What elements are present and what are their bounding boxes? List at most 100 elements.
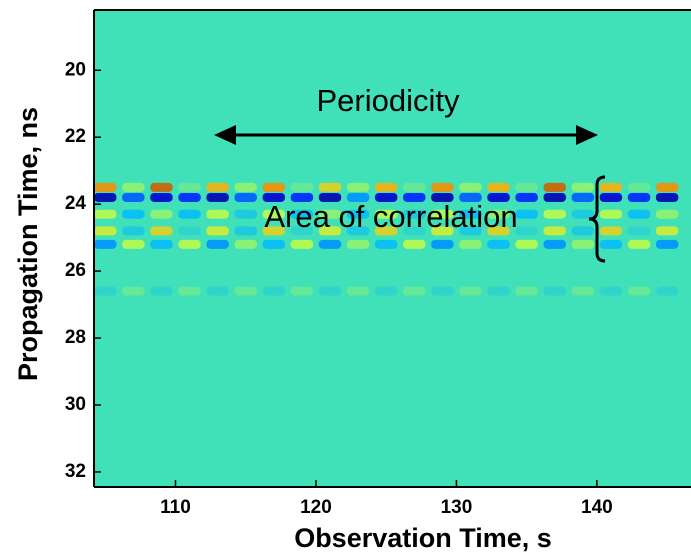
heatmap-cell [262, 209, 286, 219]
heatmap-cell [290, 192, 314, 202]
heatmap-cell [627, 192, 651, 202]
heatmap-cell [94, 192, 117, 202]
heatmap-cell [234, 286, 257, 296]
heatmap [94, 10, 691, 487]
heatmap-cell [150, 209, 173, 219]
heatmap-cell [122, 182, 145, 192]
heatmap-cell [627, 286, 651, 296]
annotation: Periodicity [317, 83, 460, 118]
heatmap-cell [403, 286, 426, 296]
brace [588, 175, 606, 263]
heatmap-cell [403, 239, 426, 249]
heatmap-cell [487, 239, 510, 249]
heatmap-cell [374, 226, 398, 236]
heatmap-cell [571, 286, 595, 296]
heatmap-cell [290, 209, 314, 219]
heatmap-cell [459, 286, 482, 296]
heatmap-cell [543, 182, 566, 192]
heatmap-cell [571, 209, 595, 219]
heatmap-cell [599, 286, 623, 296]
heatmap-cell [234, 209, 257, 219]
heatmap-cell [346, 192, 370, 202]
annotation: Area of correlation [264, 199, 517, 234]
heatmap-cell [234, 239, 257, 249]
heatmap-cell [374, 182, 398, 192]
heatmap-cell [515, 226, 538, 236]
heatmap-cell [403, 209, 426, 219]
heatmap-cell [262, 286, 286, 296]
heatmap-cell [487, 192, 510, 202]
heatmap-cell [431, 192, 454, 202]
heatmap-cell [262, 182, 286, 192]
heatmap-cell [374, 209, 398, 219]
heatmap-cell [655, 192, 679, 202]
heatmap-cell [206, 182, 229, 192]
heatmap-cell [627, 239, 651, 249]
heatmap-cell [150, 192, 173, 202]
heatmap-cell [515, 192, 538, 202]
heatmap-cell [459, 209, 482, 219]
heatmap-cell [234, 192, 257, 202]
heatmap-cell [346, 226, 370, 236]
heatmap-cell [571, 192, 595, 202]
y-tick-label: 30 [65, 394, 86, 415]
y-tick-label: 20 [65, 59, 86, 80]
heatmap-cell [515, 286, 538, 296]
heatmap-cell [487, 209, 510, 219]
heatmap-cell [627, 182, 651, 192]
heatmap-cell [206, 239, 229, 249]
heatmap-cell [150, 239, 173, 249]
x-axis-title: Observation Time, s [294, 523, 552, 553]
heatmap-cell [599, 209, 623, 219]
heatmap-cell [94, 182, 117, 192]
heatmap-cell [599, 192, 623, 202]
y-tick-label: 32 [65, 461, 86, 482]
heatmap-cell [318, 226, 342, 236]
heatmap-cell [150, 286, 173, 296]
heatmap-cell [543, 209, 566, 219]
heatmap-cell [543, 239, 566, 249]
heatmap-cell [571, 182, 595, 192]
heatmap-cell [122, 226, 145, 236]
heatmap-cell [234, 182, 257, 192]
heatmap-cell [122, 192, 145, 202]
heatmap-cell [655, 182, 679, 192]
heatmap-cell [655, 286, 679, 296]
heatmap-cell [318, 286, 342, 296]
y-tick-label: 24 [65, 193, 87, 214]
heatmap-cell [459, 226, 482, 236]
heatmap-cell [515, 239, 538, 249]
heatmap-cell [178, 239, 201, 249]
heatmap-cell [403, 182, 426, 192]
heatmap-cell [459, 182, 482, 192]
heatmap-cell [515, 209, 538, 219]
heatmap-cell [94, 209, 117, 219]
heatmap-cell [178, 226, 201, 236]
heatmap-cell [94, 239, 117, 249]
heatmap-cell [599, 239, 623, 249]
heatmap-cell [431, 226, 454, 236]
heatmap-cell [346, 209, 370, 219]
heatmap-cell [431, 182, 454, 192]
heatmap-cell [346, 286, 370, 296]
heatmap-cell [150, 226, 173, 236]
heatmap-cell [599, 182, 623, 192]
heatmap-cell [515, 182, 538, 192]
y-axis-title: Propagation Time, ns [13, 107, 43, 381]
heatmap-cell [262, 239, 286, 249]
heatmap-cell [346, 182, 370, 192]
heatmap-cell [262, 192, 286, 202]
heatmap-cell [178, 182, 201, 192]
heatmap-cell [318, 209, 342, 219]
heatmap-cell [290, 226, 314, 236]
heatmap-cell [178, 192, 201, 202]
y-tick-label: 26 [65, 260, 86, 281]
heatmap-cell [290, 182, 314, 192]
heatmap-cell [543, 286, 566, 296]
heatmap-cell [318, 182, 342, 192]
heatmap-cell [543, 192, 566, 202]
heatmap-cell [290, 239, 314, 249]
heatmap-cell [403, 192, 426, 202]
heatmap-cell [487, 182, 510, 192]
